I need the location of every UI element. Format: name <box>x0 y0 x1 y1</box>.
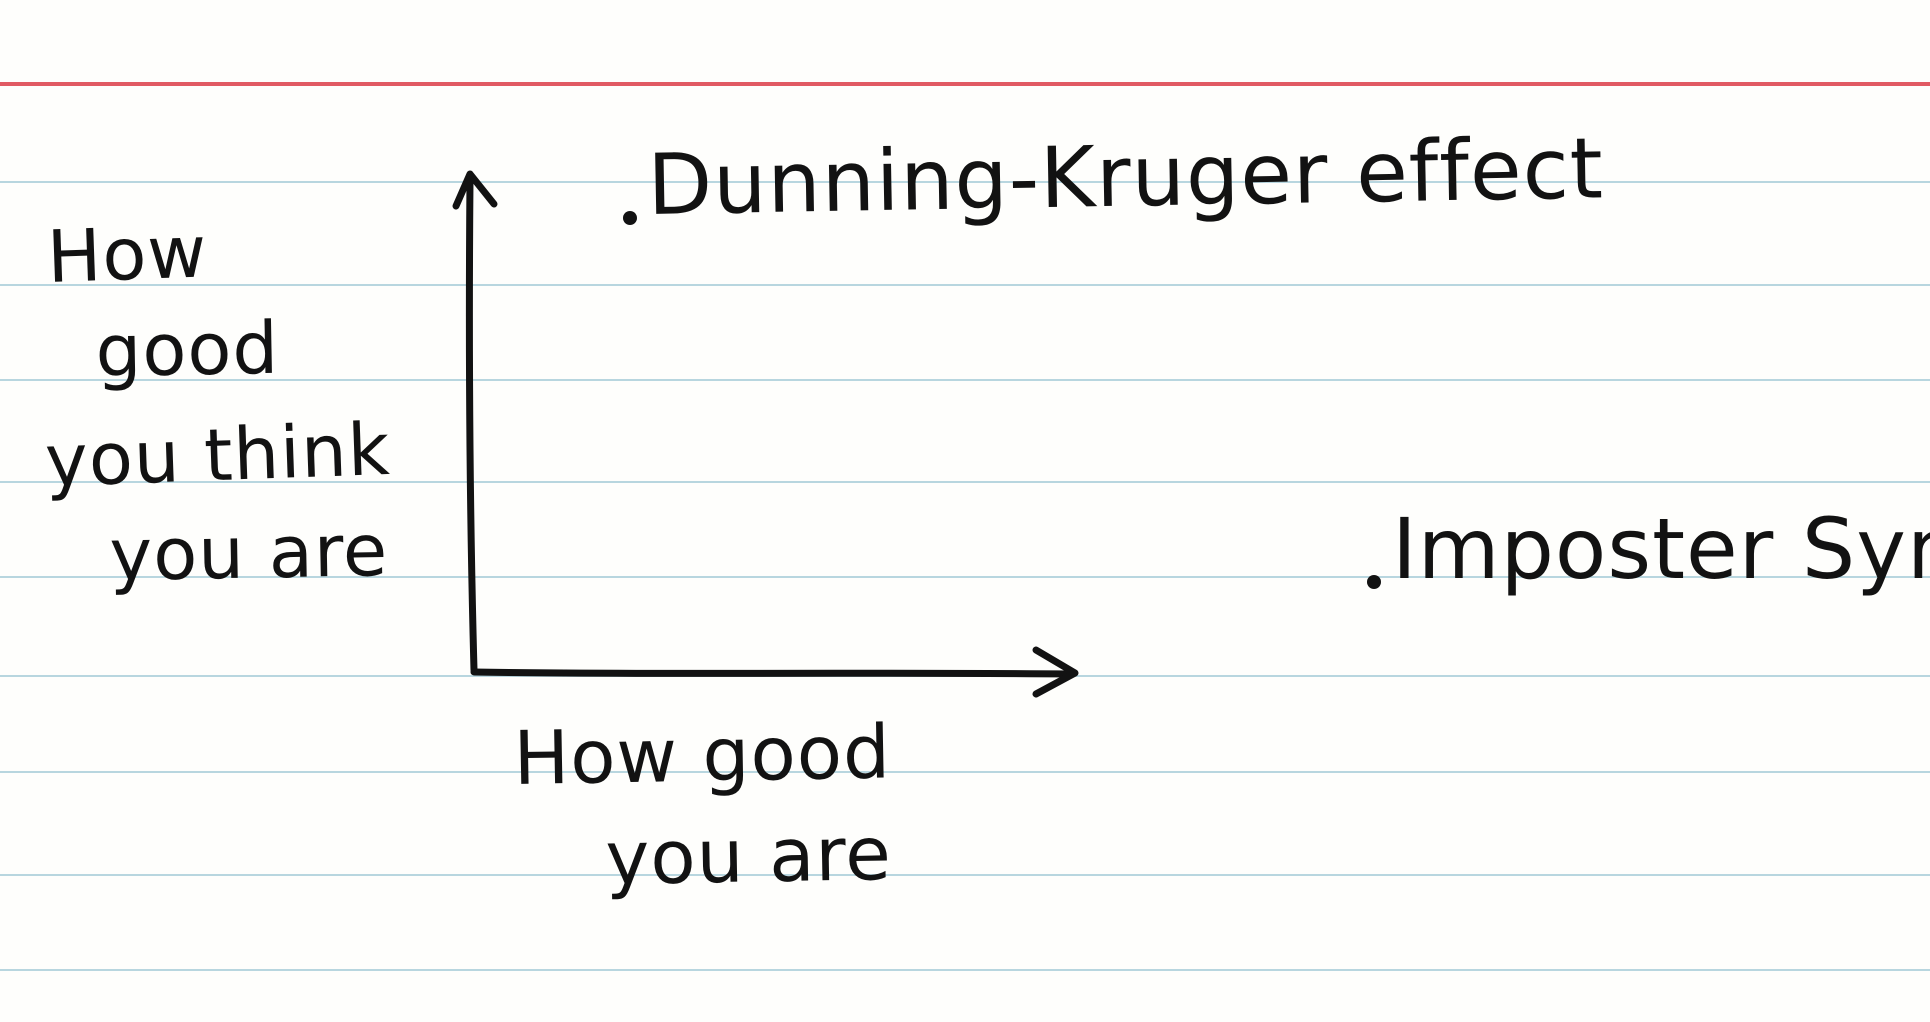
y-axis-label-line-3: you think <box>44 407 392 503</box>
chart-axes <box>452 170 1079 698</box>
y-axis-label-line-2: good <box>95 306 280 393</box>
x-axis-label-line-1: How good <box>513 709 892 802</box>
y-axis-label-line-4: you are <box>109 508 389 597</box>
x-axis-arrowhead <box>1032 646 1079 698</box>
x-axis-line <box>470 668 1073 678</box>
data-point <box>623 211 637 225</box>
chart-points: Dunning-Kruger effect Imposter Syndrome <box>623 119 1930 598</box>
y-axis-arrowhead <box>452 170 498 210</box>
ruled-lines <box>0 82 1930 971</box>
data-point-label: Imposter Syndrome <box>1392 500 1930 598</box>
x-axis-label-line-2: you are <box>605 811 893 902</box>
y-axis-label-line-1: How <box>46 209 209 299</box>
x-axis-label: How good you are <box>513 709 893 902</box>
y-axis-line <box>465 176 478 674</box>
data-point <box>1367 575 1381 589</box>
data-point-label: Dunning-Kruger effect <box>647 119 1605 234</box>
y-axis-label: How good you think you are <box>44 209 392 597</box>
